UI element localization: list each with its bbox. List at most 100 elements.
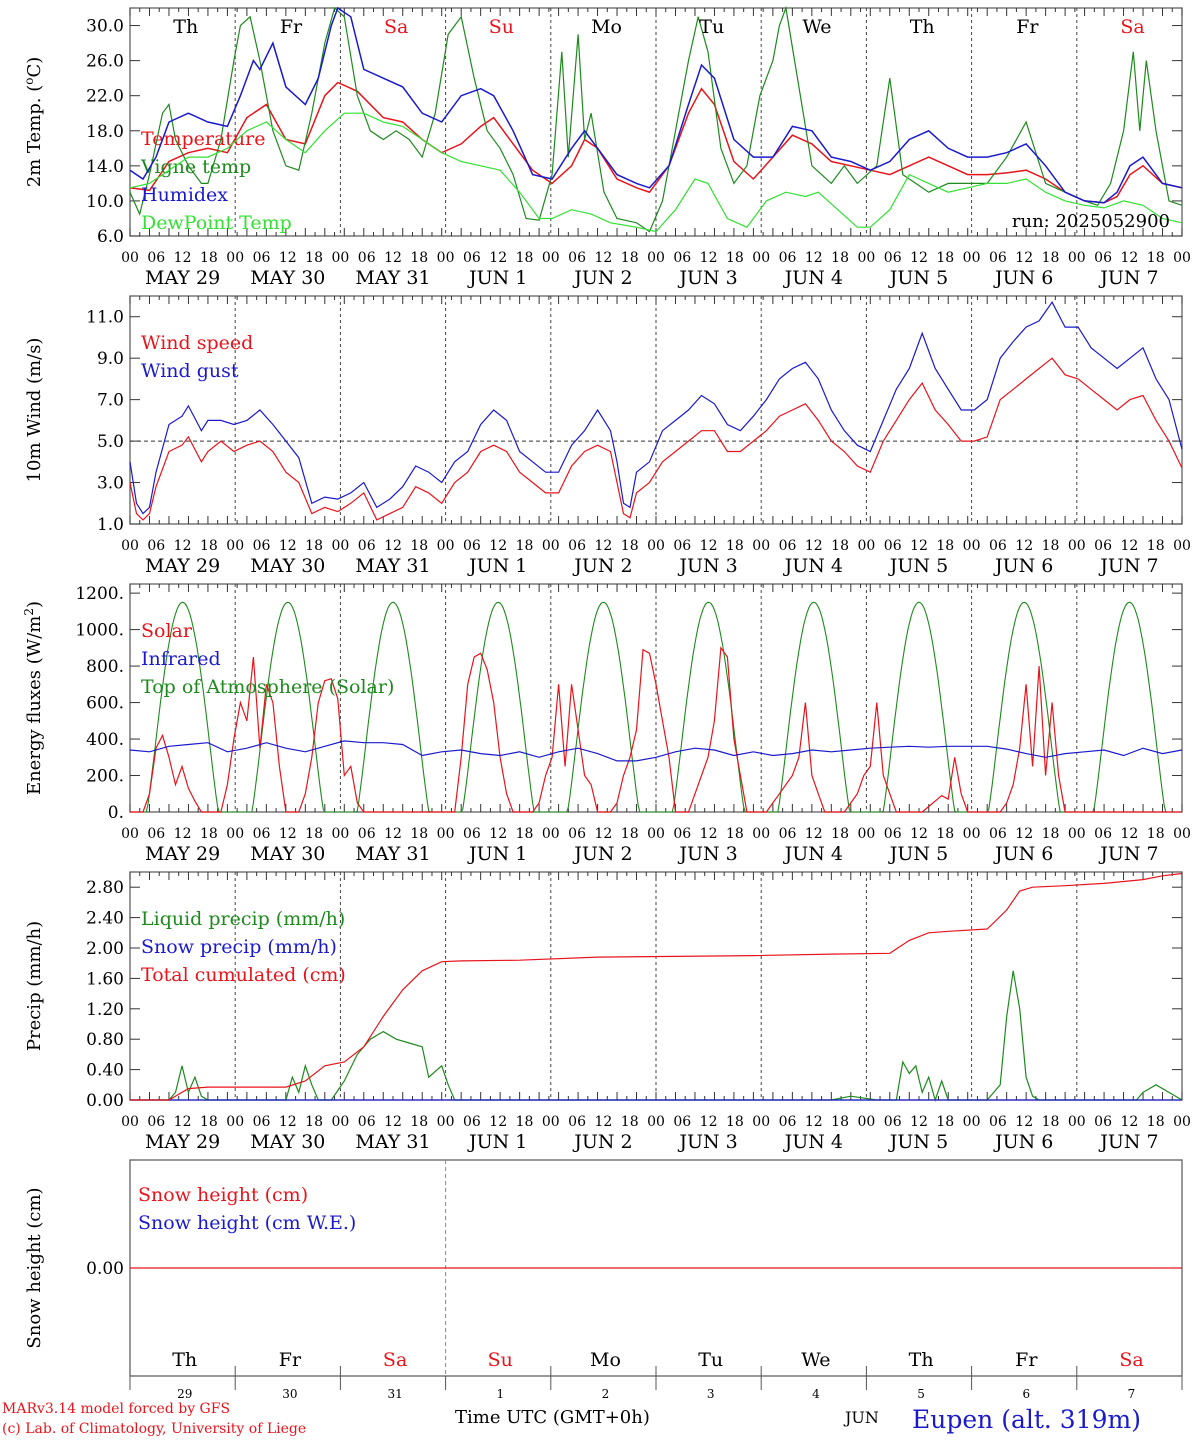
y-tick-label: 0. [108, 803, 124, 823]
hour-label: 18 [410, 250, 428, 266]
date-label: JUN 2 [572, 267, 632, 289]
hour-label: 00 [1068, 250, 1086, 266]
hour-label: 06 [989, 1114, 1007, 1130]
hour-label: 12 [1015, 826, 1033, 842]
hour-label: 06 [568, 826, 586, 842]
y-tick-label: 2.00 [86, 939, 124, 959]
hour-label: 18 [200, 826, 218, 842]
hour-label: 18 [621, 826, 639, 842]
hour-label: 06 [673, 538, 691, 554]
hour-label: 18 [726, 538, 744, 554]
footer: MARv3.14 model forced by GFS (c) Lab. of… [2, 1401, 1141, 1437]
hour-label: 06 [463, 826, 481, 842]
series-top-of-atmosphere [130, 601, 1182, 813]
hour-label: 00 [542, 250, 560, 266]
hour-label: 00 [857, 538, 875, 554]
hour-label: 06 [779, 1114, 797, 1130]
y-tick-label: 1.20 [86, 1000, 124, 1020]
hour-label: 06 [779, 826, 797, 842]
date-label: MAY 31 [355, 267, 430, 289]
date-label: JUN 4 [783, 555, 843, 577]
day-name: Fr [280, 16, 303, 38]
hour-label: 06 [673, 1114, 691, 1130]
hour-label: 12 [174, 1114, 192, 1130]
hour-label: 12 [910, 826, 928, 842]
y-tick-label: 30.0 [86, 17, 124, 37]
hour-label: 12 [1015, 538, 1033, 554]
hour-label: 18 [1147, 250, 1165, 266]
date-label: JUN 1 [467, 555, 527, 577]
hour-label: 00 [647, 826, 665, 842]
date-label: JUN 1 [467, 1131, 527, 1153]
hour-label: 00 [331, 538, 349, 554]
hour-label: 06 [779, 538, 797, 554]
date-label: JUN 6 [993, 1131, 1053, 1153]
series-infrared [129, 740, 1183, 762]
y-tick-label: 22.0 [86, 87, 124, 107]
y-axis-label: Precip (mm/h) [24, 921, 45, 1051]
hour-label: 12 [700, 538, 718, 554]
hour-label: 12 [1015, 1114, 1033, 1130]
hour-label: 00 [1068, 1114, 1086, 1130]
legend-entry: Wind speed [141, 332, 253, 354]
y-tick-label: 800. [86, 657, 124, 677]
day-name: Th [910, 16, 935, 38]
series-humidex [129, 6, 1183, 204]
hour-label: 12 [489, 538, 507, 554]
day-name: Sa [1120, 16, 1144, 38]
hour-label: 06 [253, 1114, 271, 1130]
y-tick-label: 2.40 [86, 909, 124, 929]
hour-label: 12 [1120, 538, 1138, 554]
hour-label: 12 [805, 250, 823, 266]
y-tick-label: 1.0 [97, 515, 124, 535]
hour-label: 12 [384, 538, 402, 554]
y-tick-label: 5.0 [97, 432, 124, 452]
hour-label: 06 [673, 250, 691, 266]
day-name: Th [173, 16, 198, 38]
panel-2: 11.0 9.0 7.0 5.0 3.0 1.0 10m Wind (m/s) Wind sp… [24, 295, 1191, 577]
hour-label: 12 [594, 826, 612, 842]
series-solar [130, 646, 1182, 813]
y-tick-label: 200. [86, 767, 124, 787]
date-label: JUN 7 [1098, 843, 1158, 865]
hour-label: 06 [358, 826, 376, 842]
hour-label: 18 [1042, 826, 1060, 842]
date-label: JUN 7 [1098, 267, 1158, 289]
day-name: We [801, 1349, 830, 1371]
hour-label: 18 [936, 826, 954, 842]
hour-label: 12 [1015, 250, 1033, 266]
day-name: We [802, 16, 831, 38]
hour-label: 06 [884, 250, 902, 266]
hour-label: 06 [253, 826, 271, 842]
hour-label: 18 [621, 250, 639, 266]
hour-label: 00 [226, 538, 244, 554]
date-label: MAY 31 [355, 555, 430, 577]
hour-label: 00 [226, 826, 244, 842]
day-name: Th [909, 1349, 934, 1371]
hour-label: 06 [568, 1114, 586, 1130]
date-label: JUN 1 [467, 267, 527, 289]
hour-label: 18 [305, 538, 323, 554]
hour-label: 00 [752, 1114, 770, 1130]
day-number: 3 [707, 1387, 715, 1401]
location-title: Eupen (alt. 319m) [912, 1405, 1141, 1434]
hour-label: 06 [147, 1114, 165, 1130]
date-label: JUN 2 [572, 843, 632, 865]
time-axis-label: Time UTC (GMT+0h) [455, 1407, 650, 1428]
hour-label: 18 [516, 538, 534, 554]
hour-label: 12 [384, 1114, 402, 1130]
y-tick-label: 400. [86, 730, 124, 750]
day-number: 31 [387, 1387, 402, 1401]
legend-entry: Snow precip (mm/h) [141, 936, 337, 958]
hour-label: 18 [936, 538, 954, 554]
hour-label: 18 [200, 538, 218, 554]
panels: 30.0 26.0 22.0 18.0 14.0 10.0 6.0 2m Temp. (oC)… [22, 5, 1191, 1401]
hour-label: 06 [779, 250, 797, 266]
date-label: MAY 29 [145, 267, 220, 289]
series-temperature [129, 81, 1183, 204]
hour-label: 00 [542, 826, 560, 842]
hour-label: 18 [1042, 538, 1060, 554]
legend-entry: Snow height (cm) [138, 1184, 308, 1206]
date-label: JUN 5 [888, 555, 948, 577]
y-tick-label: 1.60 [86, 969, 124, 989]
